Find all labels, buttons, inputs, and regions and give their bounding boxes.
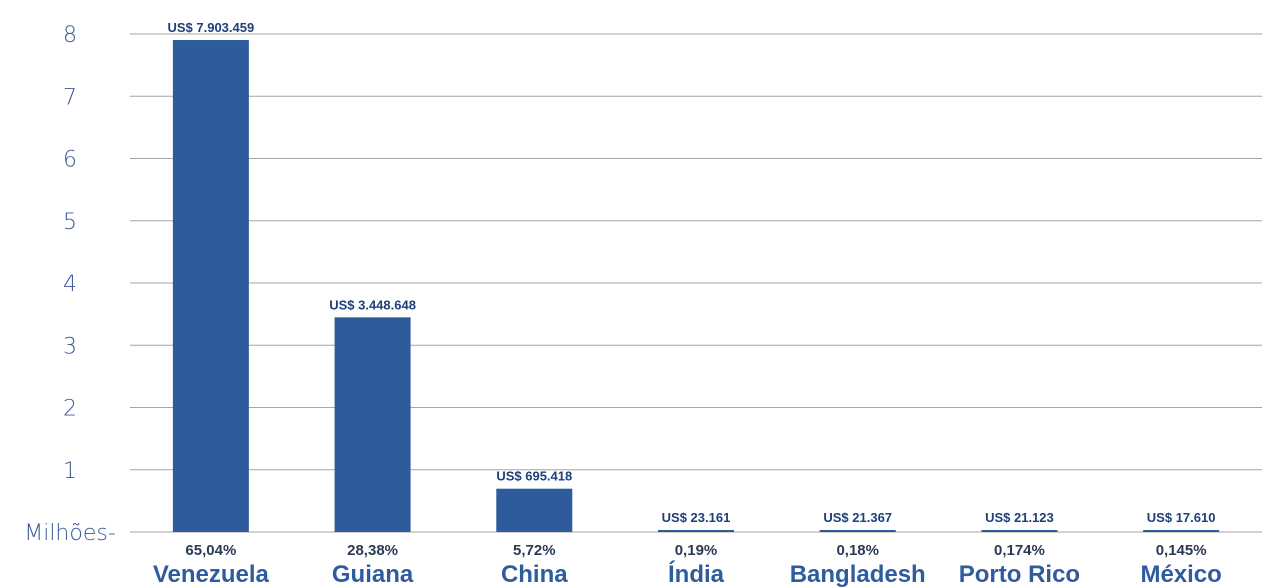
percent-label: 28,38%	[347, 542, 398, 559]
category-label: Bangladesh	[790, 561, 926, 588]
category-label: Índia	[668, 560, 725, 588]
bar	[819, 530, 896, 532]
percent-label: 0,145%	[1156, 542, 1207, 559]
percent-label: 0,18%	[836, 542, 879, 559]
value-label: US$ 3.448.648	[329, 297, 416, 312]
category-label: Venezuela	[153, 561, 270, 588]
bar	[334, 317, 411, 532]
y-tick-label: 1	[63, 459, 77, 484]
percent-label: 5,72%	[513, 542, 556, 559]
y-tick-label: 2	[63, 397, 77, 422]
y-tick-label: 7	[63, 85, 77, 110]
category-label: Porto Rico	[959, 561, 1080, 588]
y-tick-label: 6	[63, 148, 77, 173]
labels: US$ 7.903.459 65,04% Venezuela US$ 3.448.64…	[153, 20, 1222, 588]
bars	[172, 40, 1220, 533]
percent-label: 0,174%	[994, 542, 1045, 559]
y-tick-label: 5	[63, 210, 77, 235]
gridlines	[130, 33, 1262, 533]
y-tick-label: 4	[63, 272, 77, 297]
bar	[981, 530, 1058, 532]
y-tick-label: 3	[63, 334, 77, 359]
category-label: China	[501, 561, 568, 588]
percent-label: 0,19%	[675, 542, 718, 559]
y-tick-label: 8	[63, 23, 77, 48]
value-label: US$ 21.123	[985, 510, 1054, 525]
bar	[1143, 530, 1220, 532]
bar	[658, 530, 734, 532]
category-label: Guiana	[332, 561, 414, 588]
value-label: US$ 7.903.459	[167, 20, 254, 35]
value-label: US$ 21.367	[823, 510, 892, 525]
percent-label: 65,04%	[185, 542, 236, 559]
y-tick-label: Milhões-	[24, 521, 116, 546]
bar	[496, 488, 573, 532]
category-label: México	[1140, 561, 1221, 588]
y-axis-ticks: Milhões- 1 2 3 4 5 6 7 8	[24, 23, 116, 546]
bar	[172, 40, 249, 533]
value-label: US$ 17.610	[1147, 510, 1216, 525]
value-label: US$ 23.161	[662, 510, 731, 525]
value-label: US$ 695.418	[496, 469, 572, 484]
